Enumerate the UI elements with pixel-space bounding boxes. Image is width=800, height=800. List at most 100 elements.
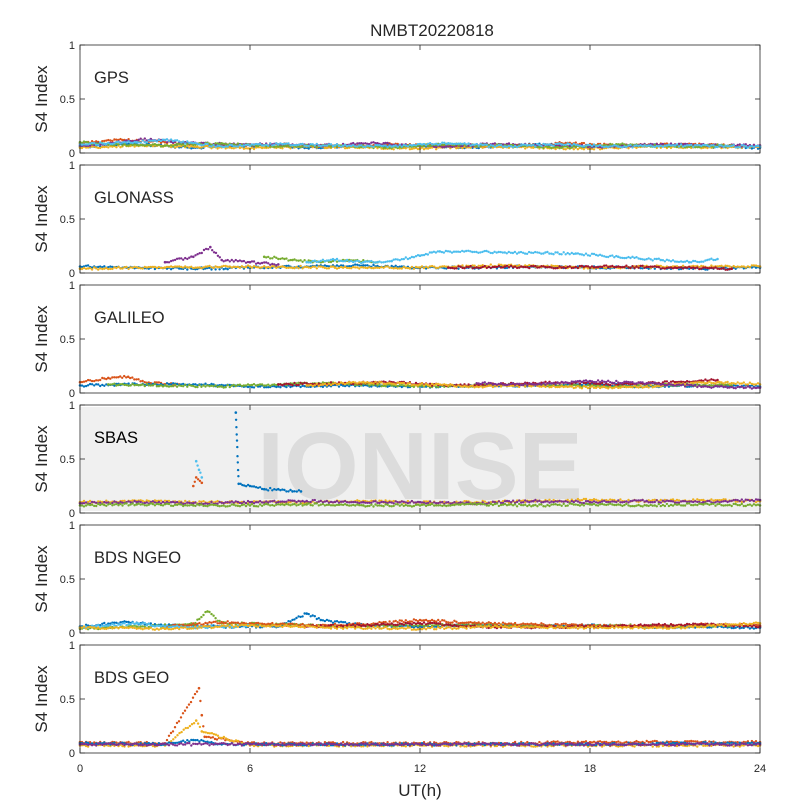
data-point bbox=[574, 145, 577, 149]
data-point bbox=[131, 143, 134, 147]
data-point bbox=[511, 382, 515, 385]
data-point bbox=[157, 385, 161, 388]
data-point bbox=[113, 144, 116, 147]
data-point bbox=[236, 468, 240, 472]
data-point bbox=[362, 264, 365, 267]
data-point bbox=[410, 144, 414, 147]
data-point bbox=[109, 265, 112, 268]
data-point bbox=[410, 255, 414, 259]
data-point bbox=[489, 266, 492, 269]
data-point bbox=[362, 142, 365, 145]
data-point bbox=[167, 383, 171, 386]
data-point bbox=[119, 146, 122, 149]
data-point bbox=[232, 143, 235, 146]
data-point bbox=[335, 264, 339, 267]
data-point bbox=[491, 385, 495, 389]
data-point bbox=[694, 267, 697, 270]
data-point bbox=[311, 265, 314, 268]
data-point bbox=[186, 144, 189, 148]
data-point bbox=[161, 138, 165, 141]
data-point bbox=[426, 266, 430, 269]
data-point bbox=[366, 142, 369, 145]
data-point bbox=[285, 257, 288, 260]
data-point bbox=[605, 255, 608, 259]
data-point bbox=[513, 144, 517, 148]
data-point bbox=[692, 384, 695, 387]
data-point bbox=[301, 382, 304, 386]
data-point bbox=[688, 265, 691, 268]
data-point bbox=[289, 258, 292, 262]
data-point bbox=[388, 381, 391, 385]
data-point bbox=[193, 480, 196, 483]
data-point bbox=[214, 384, 217, 387]
data-point bbox=[657, 265, 660, 269]
data-point bbox=[129, 141, 132, 144]
data-point bbox=[285, 142, 288, 145]
data-point bbox=[285, 490, 288, 493]
data-point bbox=[521, 251, 525, 254]
data-point bbox=[724, 144, 727, 147]
data-point bbox=[621, 146, 624, 149]
data-point bbox=[111, 139, 114, 143]
data-point bbox=[556, 251, 559, 254]
data-point bbox=[206, 142, 209, 146]
data-point bbox=[546, 382, 549, 385]
data-point bbox=[450, 251, 454, 254]
data-point bbox=[238, 266, 242, 269]
data-point bbox=[467, 249, 470, 252]
data-point bbox=[574, 252, 578, 255]
y-tick-label: 0 bbox=[69, 148, 75, 160]
data-point bbox=[481, 386, 484, 389]
data-point bbox=[437, 143, 440, 146]
data-point bbox=[692, 145, 695, 148]
data-point bbox=[530, 144, 533, 147]
data-point bbox=[99, 267, 102, 270]
data-point bbox=[623, 143, 626, 146]
data-point bbox=[459, 142, 462, 145]
data-point bbox=[578, 253, 582, 256]
data-point bbox=[99, 384, 102, 388]
data-point bbox=[688, 267, 691, 270]
data-point bbox=[295, 265, 298, 269]
data-point bbox=[416, 147, 420, 151]
data-point bbox=[603, 143, 606, 147]
data-point bbox=[752, 383, 756, 386]
data-point bbox=[80, 143, 84, 146]
data-point bbox=[605, 145, 608, 148]
y-tick-label: 1 bbox=[69, 40, 75, 52]
data-point bbox=[337, 385, 341, 388]
data-point bbox=[461, 249, 464, 253]
data-point bbox=[594, 145, 598, 148]
data-point bbox=[358, 260, 361, 263]
data-point bbox=[171, 145, 175, 148]
data-point bbox=[123, 141, 126, 144]
data-point bbox=[584, 497, 588, 501]
data-point bbox=[235, 433, 238, 436]
data-point bbox=[493, 142, 497, 145]
data-point bbox=[621, 256, 624, 260]
data-point bbox=[617, 381, 620, 384]
data-point bbox=[141, 267, 144, 270]
data-point bbox=[252, 147, 256, 151]
data-point bbox=[540, 385, 543, 388]
data-point bbox=[582, 497, 586, 501]
data-point bbox=[631, 143, 634, 146]
data-point bbox=[621, 385, 624, 388]
data-point bbox=[600, 265, 604, 269]
data-point bbox=[192, 266, 195, 270]
data-point bbox=[454, 250, 458, 253]
data-point bbox=[329, 383, 333, 387]
data-point bbox=[256, 266, 260, 269]
data-point bbox=[256, 261, 260, 265]
data-point bbox=[289, 266, 292, 269]
data-point bbox=[216, 254, 220, 257]
data-point bbox=[212, 144, 215, 147]
data-point bbox=[143, 137, 146, 140]
data-point bbox=[192, 384, 195, 388]
data-point bbox=[297, 265, 300, 268]
data-point bbox=[207, 248, 210, 251]
data-point bbox=[631, 265, 634, 268]
data-point bbox=[639, 267, 642, 270]
data-point bbox=[242, 384, 246, 387]
data-point bbox=[696, 266, 699, 269]
